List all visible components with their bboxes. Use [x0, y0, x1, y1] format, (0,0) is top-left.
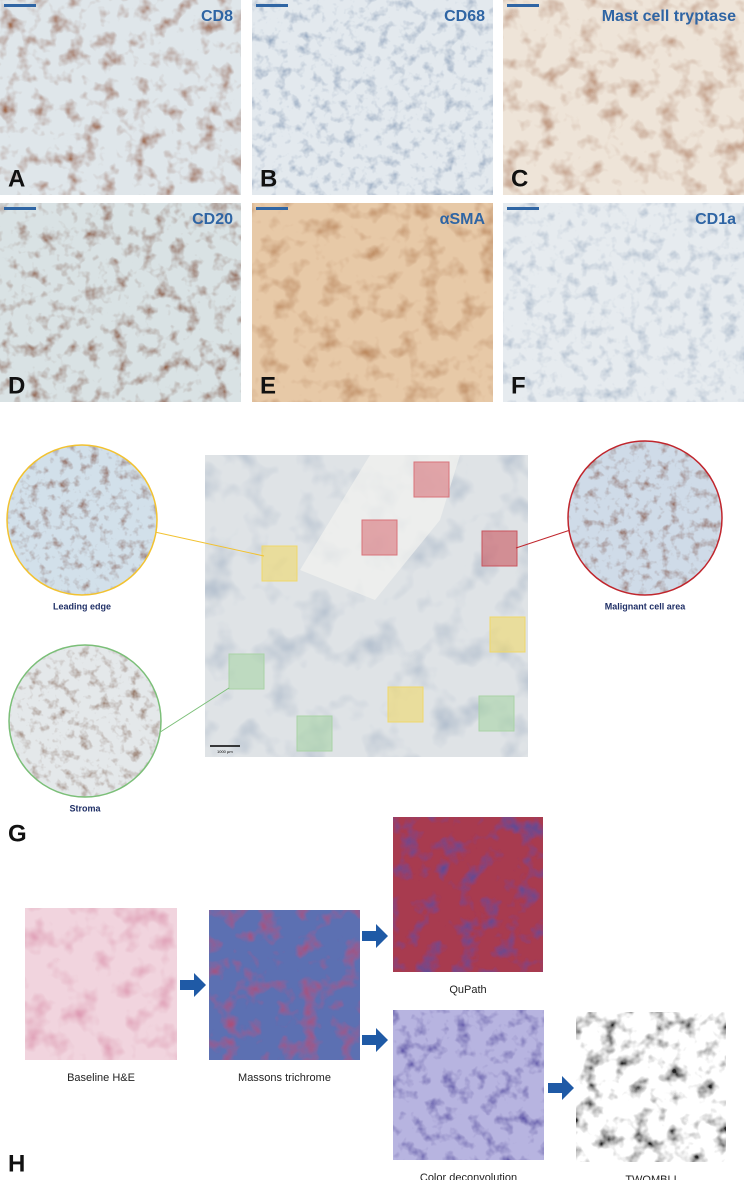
connector: [154, 531, 265, 557]
region-box: [361, 519, 398, 556]
step-caption: Massons trichrome: [238, 1072, 331, 1084]
zoom-ring: [8, 644, 162, 798]
stain-label: CD1a: [695, 211, 736, 228]
stain-label: αSMA: [440, 211, 486, 228]
scale-bar: [507, 4, 539, 7]
zoom-image: [9, 645, 161, 797]
region-box: [413, 461, 450, 498]
scale-bar: [256, 4, 288, 7]
zoom-image: [568, 441, 722, 595]
tissue-image: [393, 817, 543, 972]
stain-label: Mast cell tryptase: [602, 8, 736, 25]
scale-bar: [4, 207, 36, 210]
region-box: [478, 695, 515, 732]
tissue-image: [252, 203, 493, 402]
tissue-image: [209, 910, 360, 1060]
region-box: [228, 653, 265, 690]
scale-bar: [256, 207, 288, 210]
panel-letter: F: [511, 372, 526, 399]
panel-letter: H: [8, 1150, 25, 1177]
stain-label: CD20: [192, 211, 233, 228]
panel-letter: D: [8, 372, 25, 399]
tissue-image: [503, 203, 744, 402]
step-caption: TWOMBLI: [625, 1174, 676, 1180]
arrow: [180, 973, 206, 997]
zoom-ring: [6, 444, 158, 596]
panel-letter: E: [260, 372, 276, 399]
step-caption: Baseline H&E: [67, 1072, 135, 1084]
region-box: [261, 545, 298, 582]
region-label: Leading edge: [53, 601, 111, 611]
tissue-image: [503, 0, 744, 195]
stain-label: CD68: [444, 8, 485, 25]
scale-bar: [507, 207, 539, 210]
panel-letter: G: [8, 820, 27, 847]
region-box: [489, 616, 526, 653]
region-box: [296, 715, 333, 752]
step-caption: QuPath: [449, 984, 486, 996]
panel-letter: B: [260, 165, 277, 192]
connector: [515, 529, 571, 549]
region-label: Stroma: [69, 803, 101, 813]
tissue-image: [0, 203, 241, 402]
tissue-image: [25, 908, 177, 1060]
panel-letter: C: [511, 165, 528, 192]
region-box: [387, 686, 424, 723]
scale-bar-label: 1000 µm: [217, 749, 233, 754]
tissue-image: [0, 0, 241, 195]
arrow: [362, 1028, 388, 1052]
tissue-image: [393, 1010, 544, 1160]
arrow: [548, 1076, 574, 1100]
stain-label: CD8: [201, 8, 233, 25]
scale-bar: [4, 4, 36, 7]
zoom-image: [7, 445, 157, 595]
zoom-ring: [567, 440, 723, 596]
region-box: [481, 530, 518, 567]
arrow: [362, 924, 388, 948]
tissue-image: [576, 1012, 726, 1162]
tissue-image: [252, 0, 493, 195]
step-caption: Color deconvolution: [420, 1172, 517, 1180]
connector: [158, 687, 230, 734]
panel-letter: A: [8, 165, 25, 192]
region-label: Malignant cell area: [605, 601, 687, 611]
